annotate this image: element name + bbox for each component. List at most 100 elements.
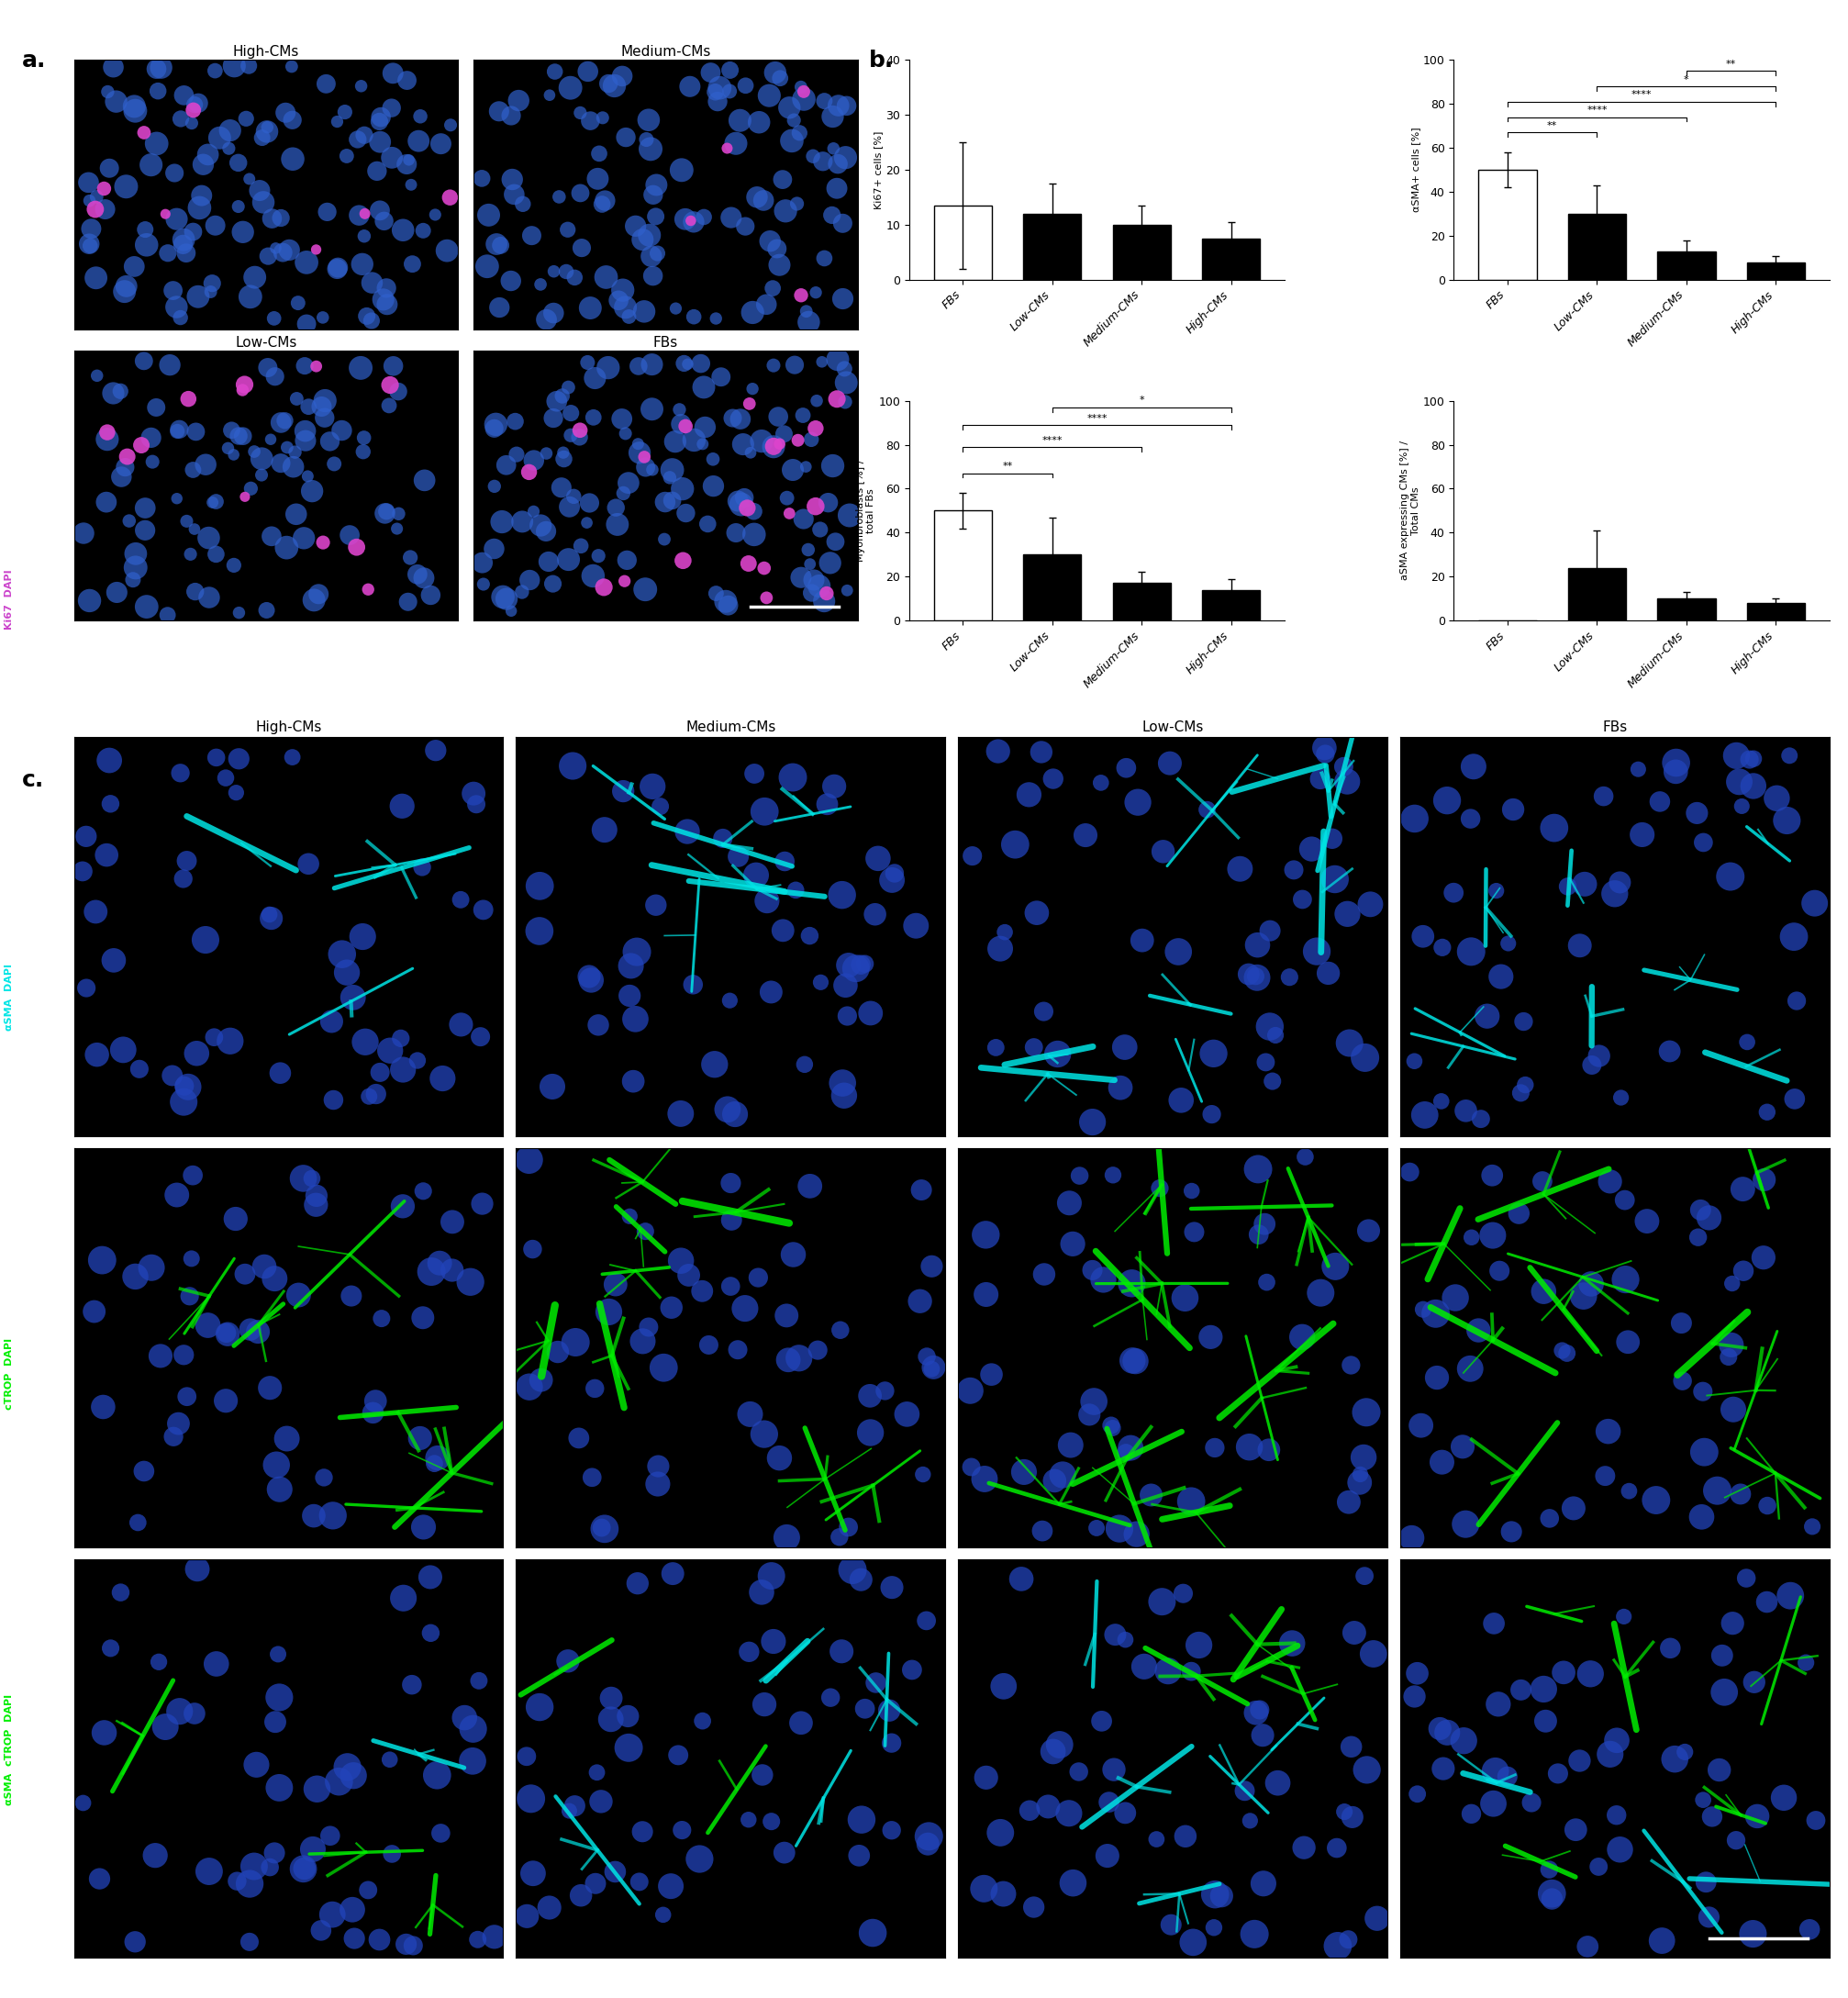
Point xyxy=(645,791,675,823)
Point xyxy=(129,346,159,378)
Point xyxy=(1118,1345,1148,1377)
Point xyxy=(780,104,809,136)
Bar xyxy=(1112,226,1172,280)
Title: Low-CMs: Low-CMs xyxy=(1142,721,1203,735)
Point xyxy=(832,90,861,122)
Point xyxy=(142,76,172,108)
Point xyxy=(630,452,660,484)
Point xyxy=(1098,1159,1127,1191)
Point xyxy=(458,1712,488,1744)
Point xyxy=(547,380,577,412)
Point xyxy=(1534,1854,1563,1886)
Point xyxy=(196,276,225,308)
Point xyxy=(318,1085,347,1117)
Point xyxy=(1602,1798,1632,1830)
Point xyxy=(259,302,288,334)
Point xyxy=(159,274,188,306)
Point xyxy=(643,1469,673,1500)
Point xyxy=(316,426,346,458)
Point xyxy=(1687,1500,1717,1532)
Point xyxy=(1026,735,1055,767)
Point xyxy=(815,1682,845,1714)
Point xyxy=(628,1816,658,1848)
Point xyxy=(832,969,861,1001)
Point xyxy=(752,885,782,917)
Point xyxy=(1246,1694,1275,1726)
Point xyxy=(1321,1832,1351,1864)
Point xyxy=(671,410,700,442)
Point xyxy=(181,575,211,607)
Point xyxy=(388,214,418,246)
Point xyxy=(1752,1491,1781,1522)
Point xyxy=(183,88,213,120)
Point xyxy=(671,204,700,236)
Point xyxy=(351,300,381,332)
Point xyxy=(1641,1485,1671,1516)
Point xyxy=(1709,1676,1739,1708)
Point xyxy=(283,288,312,320)
Point xyxy=(565,178,595,210)
Point xyxy=(220,50,249,82)
Point xyxy=(558,480,588,511)
Point xyxy=(281,436,310,468)
Point xyxy=(614,300,643,332)
Point xyxy=(795,919,824,951)
Point xyxy=(1055,1429,1085,1461)
Point xyxy=(410,464,440,496)
Point xyxy=(1310,737,1340,769)
Point xyxy=(266,448,296,480)
Point xyxy=(1539,811,1569,843)
Point xyxy=(268,236,298,268)
Point xyxy=(1432,785,1462,817)
Point xyxy=(468,1187,497,1219)
Point xyxy=(188,148,218,180)
Point xyxy=(109,1033,139,1065)
Point xyxy=(92,76,122,108)
Point xyxy=(488,581,517,613)
Point xyxy=(255,1373,285,1405)
Point xyxy=(181,1037,211,1069)
Point xyxy=(691,412,721,444)
Point xyxy=(201,210,231,242)
Point xyxy=(516,1782,545,1814)
Point xyxy=(1506,1077,1536,1109)
Point xyxy=(277,104,307,136)
Text: ****: **** xyxy=(1042,436,1063,446)
Point xyxy=(1345,1467,1375,1498)
Point xyxy=(301,350,331,382)
Point xyxy=(318,1898,347,1930)
Point xyxy=(1323,1930,1353,1962)
Point xyxy=(159,158,188,190)
Point xyxy=(1100,1754,1129,1786)
Point xyxy=(1177,1485,1207,1516)
Point xyxy=(601,1856,630,1888)
Point xyxy=(312,196,342,228)
Point xyxy=(1177,1656,1207,1688)
Point xyxy=(1713,1341,1743,1373)
Point xyxy=(743,182,772,214)
Point xyxy=(541,386,571,418)
Point xyxy=(120,551,150,583)
Point xyxy=(832,575,861,607)
Point xyxy=(1552,1337,1582,1369)
Point xyxy=(856,1381,885,1413)
Point xyxy=(1458,751,1488,783)
Point xyxy=(172,238,201,270)
Point xyxy=(906,1285,935,1317)
Point xyxy=(1780,1083,1809,1115)
Point xyxy=(1129,1650,1159,1682)
Point xyxy=(573,346,602,378)
Point xyxy=(715,54,745,86)
Point xyxy=(612,122,641,154)
Point xyxy=(152,198,181,230)
Point xyxy=(1137,1479,1166,1510)
Point xyxy=(649,1353,678,1385)
Point xyxy=(166,302,196,334)
Point xyxy=(1776,1580,1805,1612)
Point xyxy=(1318,823,1347,855)
Point xyxy=(686,348,715,380)
Point xyxy=(392,1928,421,1960)
Point xyxy=(1543,1758,1573,1790)
Point xyxy=(1547,1335,1576,1367)
Point xyxy=(1310,731,1340,763)
